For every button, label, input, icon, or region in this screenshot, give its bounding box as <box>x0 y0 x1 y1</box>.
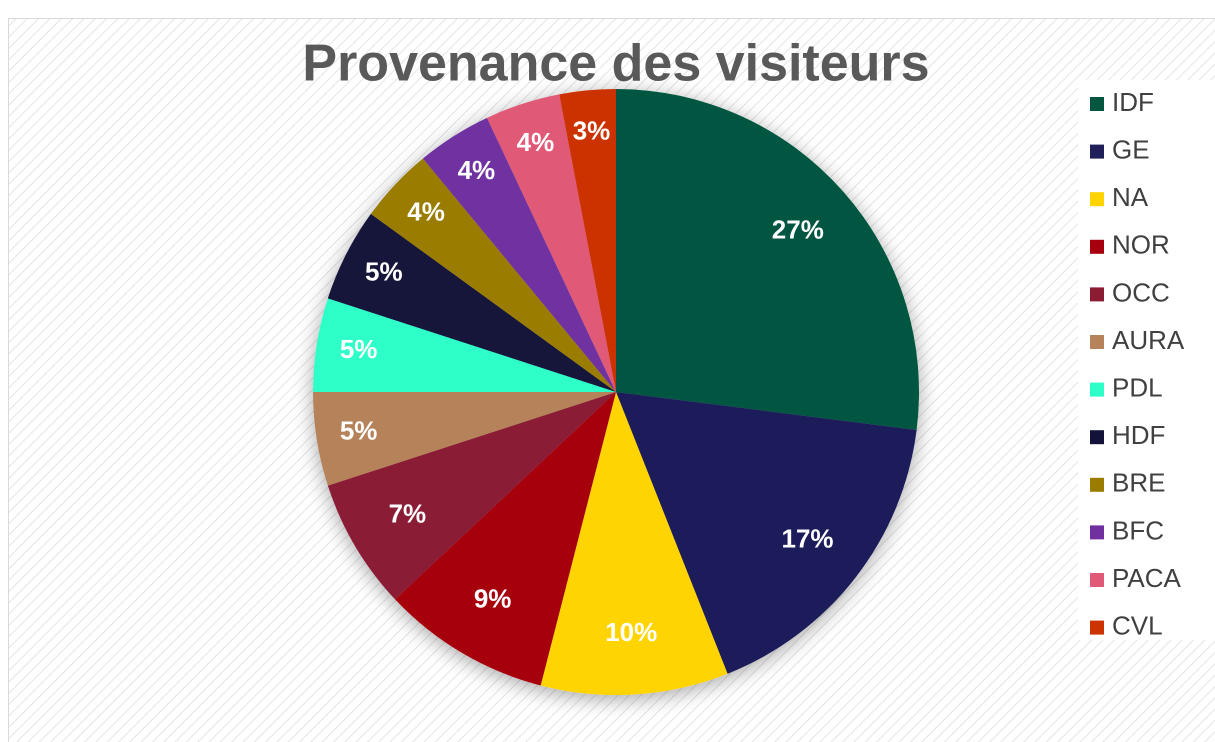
legend-label: AURA <box>1112 325 1185 355</box>
legend-label: NA <box>1112 182 1149 212</box>
data-label: 27% <box>772 215 824 245</box>
data-label: 9% <box>474 584 512 614</box>
data-label: 17% <box>782 523 834 553</box>
legend-swatch <box>1090 239 1104 254</box>
legend-box <box>1078 80 1215 640</box>
data-label: 4% <box>407 196 445 226</box>
legend-swatch <box>1090 430 1104 445</box>
data-label: 10% <box>605 617 657 647</box>
data-label: 3% <box>573 115 611 145</box>
legend-swatch <box>1090 192 1104 207</box>
pie-slice <box>559 89 616 392</box>
pie-slice <box>370 158 616 392</box>
legend-swatch <box>1090 620 1104 635</box>
legend-swatch <box>1090 382 1104 397</box>
data-label: 5% <box>340 416 378 446</box>
data-label: 4% <box>517 127 555 157</box>
legend-label: PDL <box>1112 372 1163 402</box>
legend-swatch <box>1090 335 1104 349</box>
pie-slice <box>313 298 616 392</box>
pie-slice <box>313 392 616 486</box>
legend-label: PACA <box>1112 563 1182 593</box>
pie-slice <box>395 392 616 686</box>
legend-swatch <box>1090 144 1104 159</box>
legend-swatch <box>1090 525 1104 540</box>
legend-label: OCC <box>1112 277 1170 307</box>
data-label: 5% <box>340 334 378 364</box>
pie-slice <box>616 89 919 430</box>
legend-label: HDF <box>1112 420 1165 450</box>
legend-label: IDF <box>1112 87 1154 117</box>
legend-label: GE <box>1112 134 1150 164</box>
legend-label: BFC <box>1112 515 1164 545</box>
pie-slice <box>540 392 728 696</box>
data-label: 5% <box>365 257 403 287</box>
legend-label: NOR <box>1112 230 1170 260</box>
legend-label: BRE <box>1112 468 1165 498</box>
legend-swatch <box>1090 477 1104 492</box>
legend-label: CVL <box>1112 610 1163 640</box>
pie-slice <box>327 213 616 392</box>
legend-swatch <box>1090 97 1104 111</box>
pie-slice <box>327 392 616 600</box>
pie-slice <box>486 94 616 392</box>
chart-title: Provenance des visiteurs <box>302 35 929 93</box>
pie <box>313 89 919 696</box>
pie-slice <box>422 117 616 392</box>
data-label: 4% <box>458 155 496 185</box>
legend-swatch <box>1090 287 1104 302</box>
data-label: 7% <box>389 498 427 528</box>
pie-slice <box>616 392 917 674</box>
legend-swatch <box>1090 573 1104 587</box>
